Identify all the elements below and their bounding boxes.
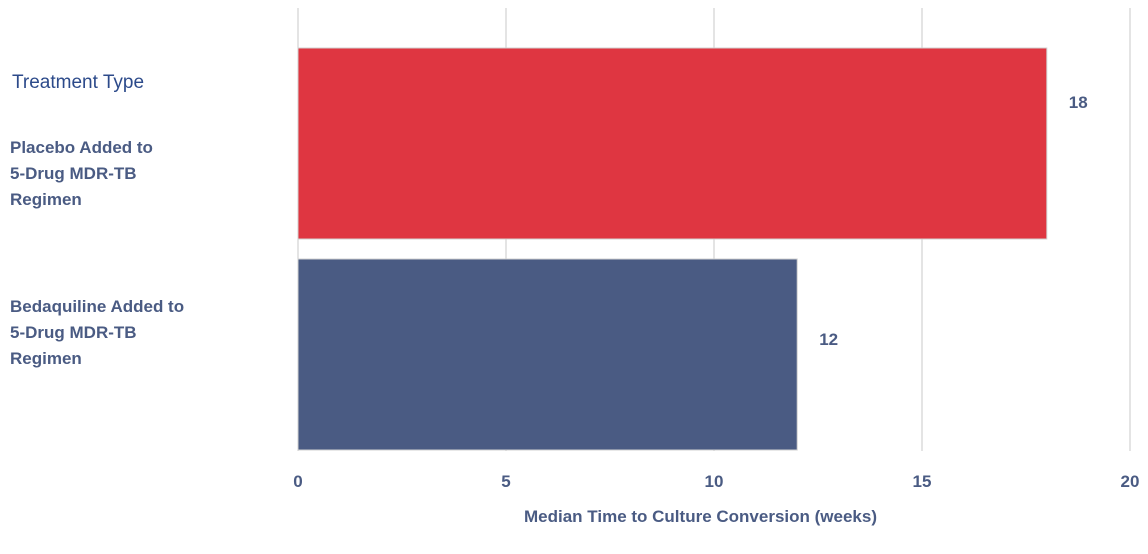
value-label-0: 18 — [1069, 93, 1088, 112]
value-label-1: 12 — [819, 330, 838, 349]
category-label-bedaquiline: Bedaquiline Added to 5-Drug MDR-TB Regim… — [10, 297, 185, 368]
x-tick-label-0: 0 — [293, 472, 302, 491]
x-tick-label-15: 15 — [913, 472, 932, 491]
x-tick-label-20: 20 — [1121, 472, 1140, 491]
x-axis-ticks: 0 5 10 15 20 — [293, 472, 1139, 491]
x-tick-label-5: 5 — [501, 472, 510, 491]
bars — [297, 47, 1048, 451]
bar-0 — [297, 47, 1048, 240]
x-axis-title: Median Time to Culture Conversion (weeks… — [524, 507, 877, 526]
category-label-placebo: Placebo Added to 5-Drug MDR-TB Regimen — [10, 138, 153, 209]
x-tick-label-10: 10 — [705, 472, 724, 491]
legend-title: Treatment Type — [12, 72, 145, 93]
bar-1 — [297, 258, 798, 451]
